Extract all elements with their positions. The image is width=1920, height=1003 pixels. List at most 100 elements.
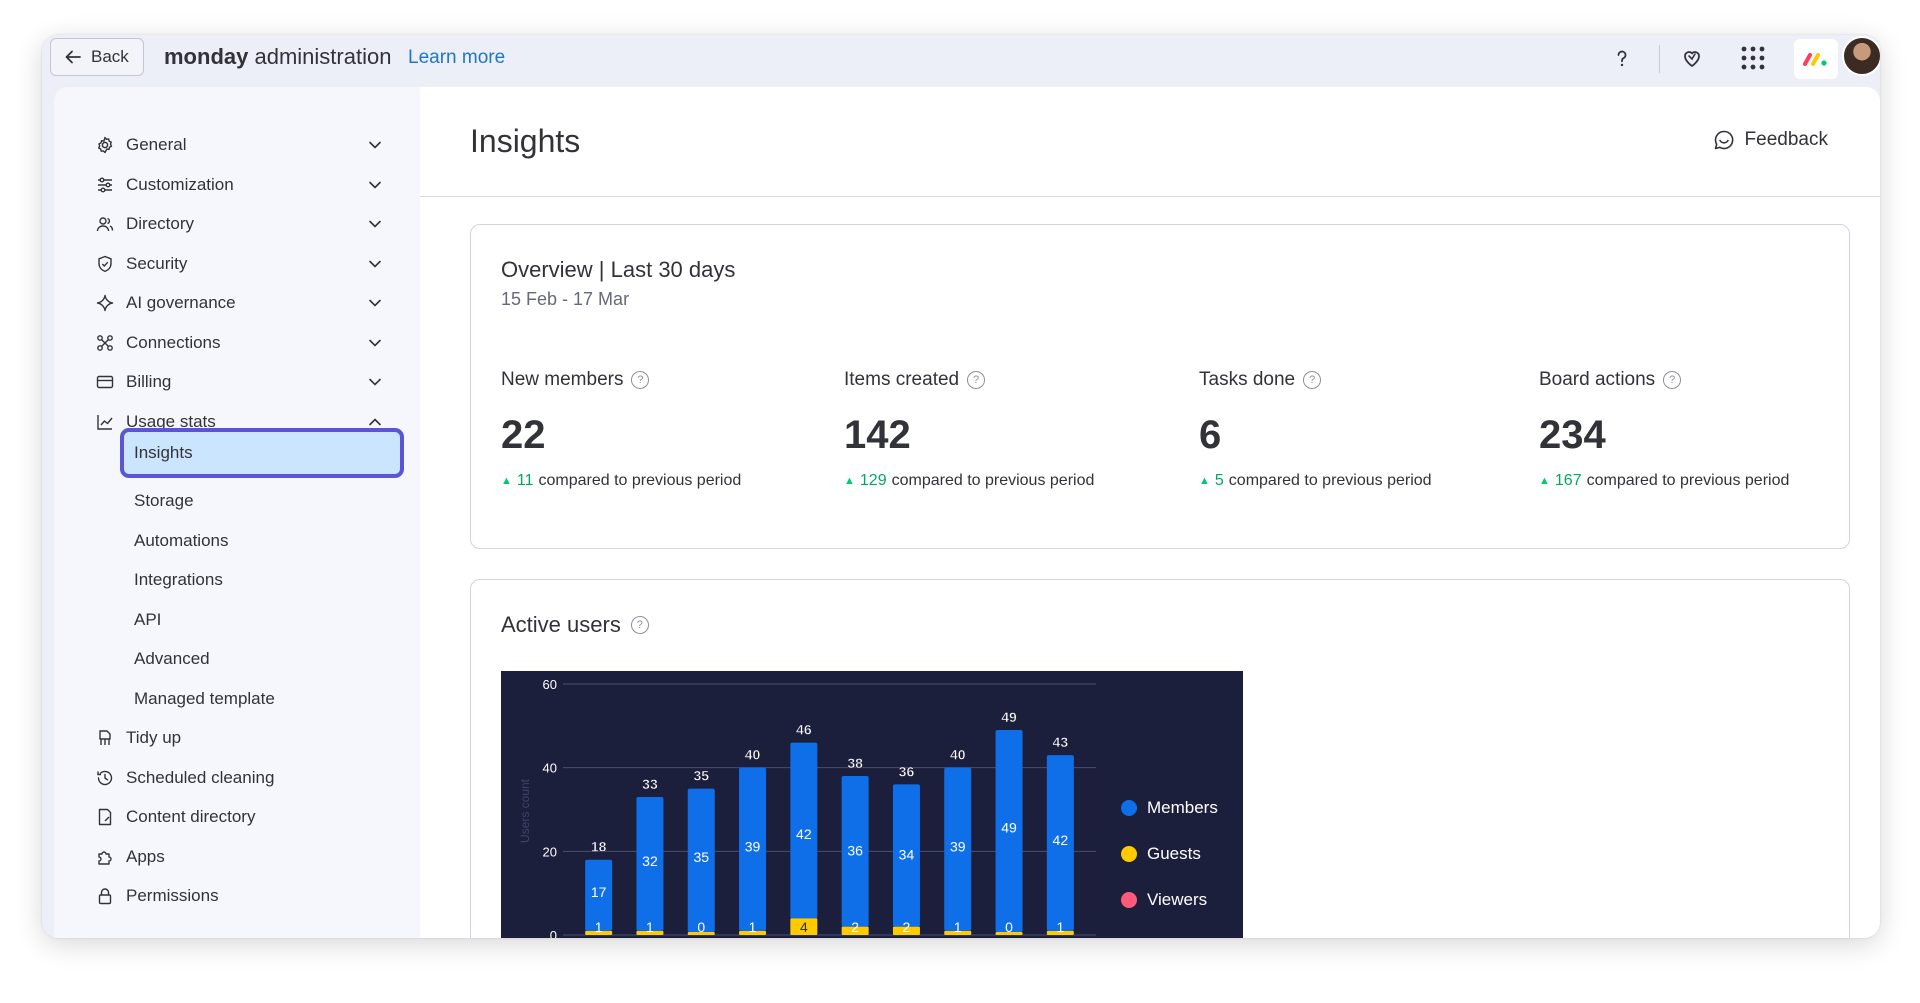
- arrow-up-icon: ▲: [501, 475, 512, 487]
- bar-guests: [995, 932, 1023, 935]
- sidebar-item-connections[interactable]: Connections: [94, 326, 384, 360]
- bar-total-label: 18: [591, 839, 607, 855]
- sidebar-subitem-integrations[interactable]: Integrations: [124, 563, 404, 597]
- gear-icon: [94, 134, 116, 156]
- legend-item-viewers[interactable]: Viewers: [1121, 877, 1218, 923]
- sidebar-subitem-storage[interactable]: Storage: [124, 484, 404, 518]
- lock-icon: [94, 885, 116, 907]
- back-label: Back: [91, 47, 129, 66]
- stat-tasks-done: Tasks done? 6 ▲ 5 compared to previous per…: [1199, 369, 1432, 490]
- feedback-button[interactable]: Feedback: [1713, 129, 1828, 151]
- sidebar-item-security[interactable]: Security: [94, 247, 384, 281]
- sidebar-subitem-api[interactable]: API: [124, 603, 404, 637]
- sidebar-item-label: Billing: [126, 372, 172, 391]
- bar-members: [892, 784, 920, 927]
- user-avatar[interactable]: [1842, 36, 1880, 76]
- sidebar-item-ai-governance[interactable]: AI governance: [94, 286, 384, 320]
- stat-delta: 167: [1554, 472, 1582, 489]
- bar-guests: [944, 930, 972, 935]
- connections-icon: [94, 332, 116, 354]
- bar-members: [944, 767, 972, 931]
- shield-icon: [94, 253, 116, 275]
- bar-total-label: 43: [1053, 734, 1069, 750]
- back-button[interactable]: Back: [50, 38, 144, 76]
- sidebar-subitem-automations[interactable]: Automations: [124, 524, 404, 558]
- monday-logo-icon[interactable]: [1794, 39, 1838, 79]
- chevron-down-icon: [369, 339, 381, 347]
- stat-value: 142: [844, 413, 911, 457]
- stat-label: Board actions: [1539, 369, 1656, 390]
- legend-item-guests[interactable]: Guests: [1121, 831, 1218, 877]
- sliders-icon: [94, 174, 116, 196]
- chevron-down-icon: [369, 220, 381, 228]
- bar-members: [790, 742, 818, 919]
- bar-total-label: 33: [642, 776, 658, 792]
- sidebar-item-label: Scheduled cleaning: [126, 768, 275, 787]
- sidebar-item-general[interactable]: General: [94, 128, 384, 162]
- help-icon[interactable]: ?: [967, 371, 986, 389]
- bar-members: [687, 788, 715, 932]
- stat-delta: 5: [1214, 472, 1224, 489]
- bar-total-label: 46: [796, 722, 812, 738]
- arrow-up-icon: ▲: [1199, 475, 1210, 487]
- document-icon: [94, 806, 116, 828]
- users-icon: [94, 213, 116, 235]
- bar-members: [636, 796, 664, 931]
- y-tick-label: 40: [543, 761, 557, 776]
- legend-dot: [1121, 892, 1137, 908]
- topbar-divider: [1659, 45, 1660, 73]
- heart-icon[interactable]: [1677, 43, 1707, 73]
- sidebar-subitem-label: Automations: [134, 531, 229, 550]
- sidebar-item-permissions[interactable]: Permissions: [94, 879, 384, 913]
- broom-icon: [94, 727, 116, 749]
- legend-label: Guests: [1147, 844, 1201, 863]
- sidebar-subitem-label: Managed template: [134, 689, 275, 708]
- bar-total-label: 40: [745, 747, 761, 763]
- sidebar-item-directory[interactable]: Directory: [94, 207, 384, 241]
- sidebar-subitem-managed-template[interactable]: Managed template: [124, 682, 404, 716]
- help-icon[interactable]: ?: [631, 371, 650, 389]
- arrow-up-icon: ▲: [844, 475, 855, 487]
- bar-members-label: 35: [693, 849, 709, 865]
- bar-guests: [1046, 930, 1074, 935]
- apps-grid-icon[interactable]: [1738, 43, 1768, 73]
- sidebar-item-scheduled-cleaning[interactable]: Scheduled cleaning: [94, 761, 384, 795]
- sidebar-item-label: Connections: [126, 333, 221, 352]
- top-bar: Back monday administration Learn more: [42, 35, 1880, 87]
- sidebar-item-label: Tidy up: [126, 728, 182, 747]
- help-icon[interactable]: ?: [1303, 371, 1322, 389]
- legend-item-members[interactable]: Members: [1121, 785, 1218, 831]
- stat-compare-text: compared to previous period: [538, 472, 742, 489]
- chevron-down-icon: [369, 141, 381, 149]
- sidebar-item-tidy-up[interactable]: Tidy up: [94, 721, 384, 755]
- bar-total-label: 40: [950, 747, 966, 763]
- bar-members: [995, 730, 1023, 932]
- chart-line-icon: [94, 411, 116, 433]
- sidebar-item-billing[interactable]: Billing: [94, 365, 384, 399]
- y-axis-label: Users count: [518, 778, 532, 843]
- chevron-down-icon: [369, 260, 381, 268]
- help-icon[interactable]: ?: [630, 616, 649, 634]
- bar-guests-label: 1: [954, 919, 962, 935]
- help-icon[interactable]: ?: [1663, 371, 1682, 389]
- bar-guests: [636, 930, 664, 935]
- sidebar-item-content-directory[interactable]: Content directory: [94, 800, 384, 834]
- learn-more-link[interactable]: Learn more: [408, 47, 506, 68]
- sidebar-item-apps[interactable]: Apps: [94, 840, 384, 874]
- sidebar-subitem-insights[interactable]: Insights: [120, 428, 404, 478]
- bar-members: [1046, 755, 1074, 931]
- sidebar-item-label: Permissions: [126, 886, 219, 905]
- bar-guests-label: 2: [851, 919, 859, 935]
- sidebar-subitem-advanced[interactable]: Advanced: [124, 642, 404, 676]
- chat-bubble-icon: [1714, 130, 1733, 150]
- sidebar-item-usage-stats[interactable]: Usage stats: [94, 405, 384, 439]
- bar-members: [841, 776, 869, 927]
- bar-total-label: 49: [1001, 709, 1017, 725]
- sidebar-item-label: Customization: [126, 175, 234, 194]
- brand-suffix: administration: [254, 44, 392, 69]
- stat-board-actions: Board actions? 234 ▲ 167 compared to previ…: [1539, 369, 1789, 490]
- help-icon[interactable]: [1607, 43, 1637, 73]
- bar-guests: [892, 926, 920, 935]
- sidebar-item-customization[interactable]: Customization: [94, 168, 384, 202]
